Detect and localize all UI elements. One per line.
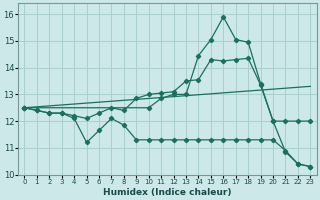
X-axis label: Humidex (Indice chaleur): Humidex (Indice chaleur) (103, 188, 232, 197)
